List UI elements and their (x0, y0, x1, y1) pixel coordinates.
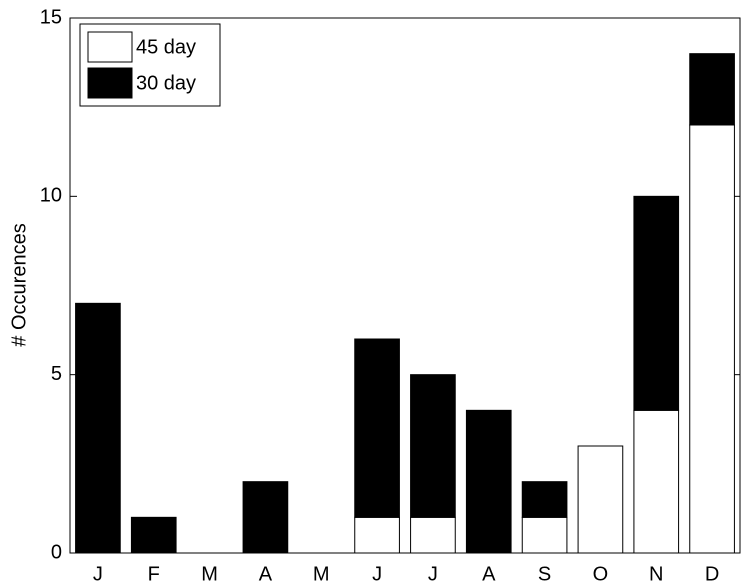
x-tick-label: O (593, 563, 609, 585)
bar-segment (130, 516, 177, 554)
x-tick-label: A (259, 563, 273, 585)
x-tick-label: D (705, 563, 719, 585)
x-tick-label: M (313, 563, 330, 585)
x-tick-label: J (372, 563, 382, 585)
x-tick-label: F (148, 563, 160, 585)
y-axis-label: # Occurences (8, 223, 30, 346)
bar-segment (577, 445, 624, 554)
y-tick-label: 5 (51, 363, 62, 385)
x-tick-label: A (482, 563, 496, 585)
bar-segment (689, 53, 735, 126)
x-tick-label: N (649, 563, 663, 585)
bar-segment (465, 409, 512, 554)
legend-swatch (87, 67, 133, 99)
legend-label: 30 day (136, 72, 196, 94)
legend-swatch (87, 31, 133, 63)
bar-segment (689, 124, 735, 554)
bar-segment (633, 409, 680, 554)
bar-segment (521, 481, 568, 518)
y-tick-label: 10 (40, 185, 62, 207)
bar-segment (410, 374, 456, 518)
x-tick-label: M (201, 563, 218, 585)
bar-segment (354, 516, 400, 554)
bar-segment (75, 302, 121, 554)
y-tick-label: 0 (51, 541, 62, 563)
bar-segment (521, 516, 568, 554)
bar-segment (354, 338, 400, 518)
y-tick-label: 15 (40, 6, 62, 28)
legend-label: 45 day (136, 36, 196, 58)
bar-segment (633, 195, 680, 411)
plot-frame (69, 17, 741, 554)
x-tick-label: J (428, 563, 438, 585)
x-tick-label: J (93, 563, 103, 585)
bar-segment (242, 481, 289, 554)
x-tick-label: S (538, 563, 551, 585)
bar-segment (410, 516, 456, 554)
plot-area (70, 18, 740, 553)
